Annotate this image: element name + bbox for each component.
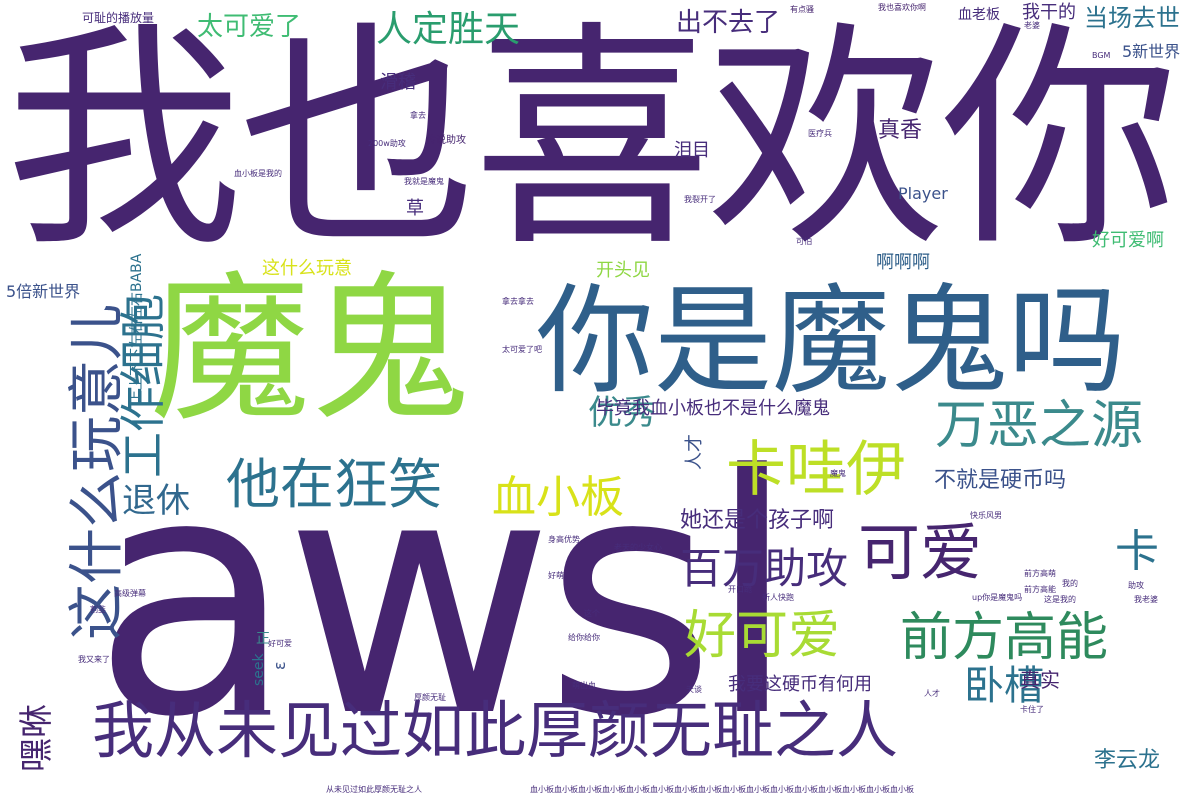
cloud-word: 可爱	[858, 516, 983, 589]
cloud-word: 拿去	[410, 111, 426, 120]
cloud-word: 人定胜天	[376, 9, 521, 50]
cloud-word: 当场去世	[1084, 4, 1180, 32]
cloud-word: 快乐风男	[970, 511, 1002, 520]
cloud-word: 正	[256, 631, 270, 647]
cloud-word: 她还是个孩子啊	[680, 508, 835, 533]
cloud-word: 医疗兵	[808, 129, 832, 138]
cloud-word: 前方高能	[1024, 585, 1056, 594]
cloud-word: 这个	[584, 609, 600, 618]
cloud-word: 我的	[1062, 579, 1078, 588]
cloud-word: 高级弹幕	[114, 589, 146, 598]
cloud-word: 万恶之源	[935, 396, 1144, 456]
cloud-word: 优秀	[588, 393, 656, 433]
cloud-word: 血老板	[958, 7, 1000, 23]
cloud-word: BGM	[1092, 51, 1111, 60]
cloud-word: 我干的	[1022, 2, 1076, 23]
cloud-word: 滑稽	[380, 72, 416, 93]
cloud-word: 百万助攻	[680, 544, 849, 593]
cloud-word: 卡住了	[1020, 705, 1044, 714]
cloud-word: 好可爱	[268, 639, 292, 648]
cloud-word: Player	[898, 184, 948, 203]
cloud-word: 我也喜欢你	[5, 2, 1179, 279]
cloud-word: 太可爱了	[197, 12, 302, 42]
cloud-word: 魔鬼	[830, 469, 846, 478]
cloud-word: 太可爱了吧	[502, 345, 542, 354]
cloud-word: 我也喜欢你啊	[878, 3, 926, 12]
cloud-word: 传说助攻	[426, 135, 466, 146]
cloud-word: 啊啊啊	[876, 252, 930, 273]
cloud-word: 血小板	[492, 472, 624, 523]
cloud-word: 给你给你	[568, 633, 600, 642]
cloud-word: 从未见过如此厚颜无耻之人	[326, 785, 422, 794]
cloud-word: 开头见	[596, 260, 650, 281]
cloud-word: 人才	[924, 689, 940, 698]
cloud-word: 我老婆	[1134, 595, 1158, 604]
cloud-word: 老婆	[1024, 21, 1040, 30]
cloud-word: 厚颜无耻	[414, 693, 446, 702]
cloud-word: 卡哇伊	[726, 435, 906, 505]
cloud-word: 身高优势	[548, 535, 580, 544]
cloud-word: 好可爱	[684, 606, 841, 666]
cloud-word: seek	[251, 653, 267, 686]
cloud-word: 我裂开了	[684, 195, 716, 204]
cloud-word: 真实	[1020, 668, 1060, 692]
cloud-word: 新人快跑	[762, 593, 794, 602]
cloud-word: 这是我的	[1044, 595, 1076, 604]
cloud-word: 我从未见过如此厚颜无耻之人	[92, 694, 899, 767]
cloud-word: 前方高萌	[1024, 569, 1056, 578]
cloud-word: up你是魔鬼吗	[972, 593, 1023, 602]
cloud-word: 这什么玩意	[262, 258, 352, 279]
cloud-word: 我就是魔鬼	[404, 177, 444, 186]
cloud-word: 卧槽	[964, 663, 1044, 709]
cloud-word: 出不去了	[676, 8, 781, 38]
cloud-word: 泪目	[674, 140, 710, 161]
cloud-word: awsl	[92, 405, 798, 789]
cloud-word: 有点骚	[790, 5, 814, 14]
cloud-word: 萌出血	[572, 681, 596, 690]
cloud-word: 可怕	[796, 237, 812, 246]
cloud-word: 毕竟我血小板也不是什么魔鬼	[596, 398, 830, 419]
cloud-word: 嘿咻	[17, 704, 57, 772]
cloud-word: 割韭	[90, 605, 106, 614]
cloud-word: 200w助攻	[368, 139, 406, 148]
cloud-word: 天谈	[686, 685, 702, 694]
cloud-word: 退休	[122, 481, 190, 521]
cloud-word: 血小板血小板血小板血小板血小板血小板血小板血小板血小板血小板血小板血小板血小板血…	[530, 785, 914, 794]
cloud-word: 拿去拿去	[502, 297, 534, 306]
cloud-word: 真香	[878, 118, 923, 143]
cloud-word: ε	[270, 661, 289, 670]
cloud-word: 我又来了	[78, 655, 110, 664]
cloud-word: 魔鬼	[150, 256, 471, 443]
cloud-word: 不就是硬币吗	[934, 468, 1067, 493]
cloud-word: 卡	[1115, 526, 1159, 577]
cloud-word: 你是魔鬼吗	[536, 272, 1127, 410]
cloud-word: 好可爱啊	[1092, 230, 1164, 251]
cloud-word: 上上下下左右左右BABA	[129, 253, 145, 404]
cloud-word: 草	[406, 198, 424, 219]
cloud-word: 5倍新世界	[6, 282, 81, 301]
cloud-word: 可耻的播放量	[82, 11, 155, 25]
cloud-word: 前方高能	[900, 608, 1109, 668]
cloud-word: 助攻	[1128, 581, 1144, 590]
cloud-word: 他在狂笑	[226, 453, 442, 516]
cloud-word: 李云龙	[1094, 748, 1161, 773]
cloud-word: 5新世界	[1122, 42, 1181, 61]
cloud-word: 血小板是我的	[234, 169, 282, 178]
cloud-word: 好萌	[548, 571, 564, 580]
cloud-word: 人才	[684, 434, 705, 470]
cloud-word: 老天的少女心	[614, 543, 662, 552]
cloud-word: 我要这硬币有何用	[728, 674, 872, 695]
cloud-word: 开口跪	[728, 585, 752, 594]
